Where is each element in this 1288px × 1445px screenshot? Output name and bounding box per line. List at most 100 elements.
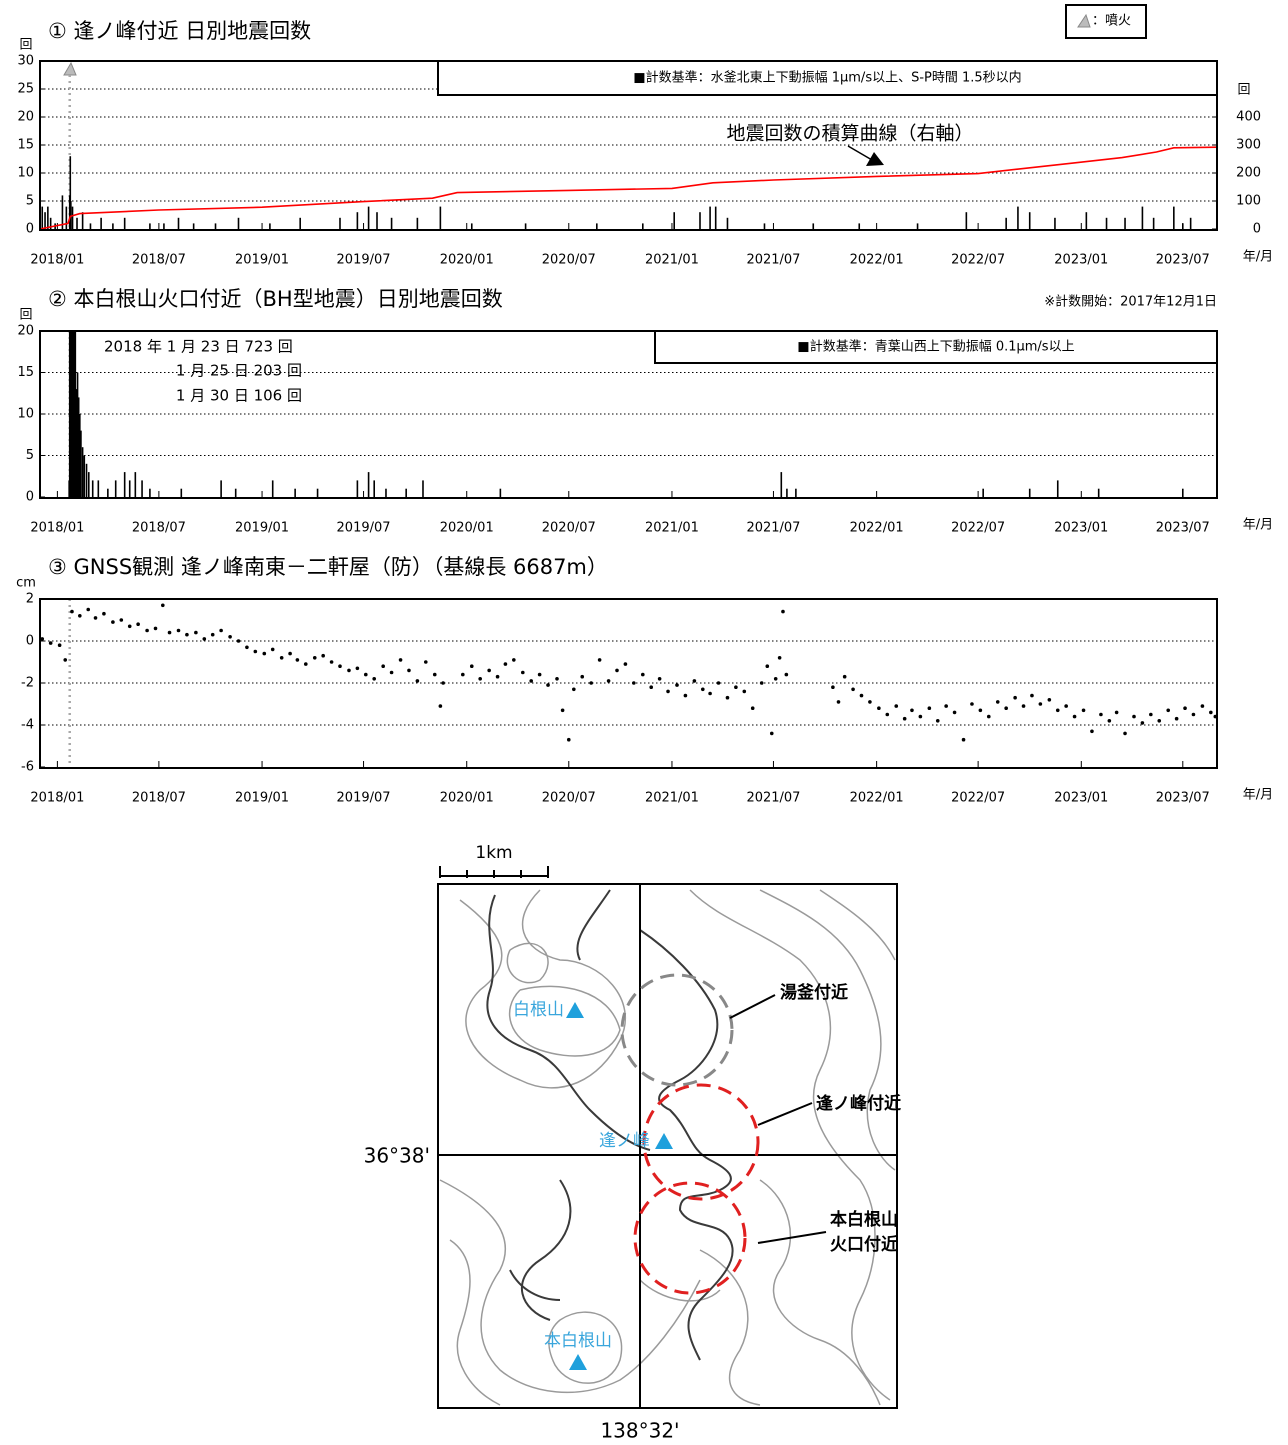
- bar: [373, 480, 376, 497]
- bar: [180, 488, 183, 497]
- x-tick-label: 2019/07: [337, 521, 391, 536]
- bar: [1124, 217, 1126, 229]
- bar: [1028, 212, 1031, 229]
- point: [1090, 729, 1094, 734]
- point: [355, 666, 360, 671]
- x-tick-label: 2020/01: [440, 521, 494, 536]
- point: [842, 674, 847, 679]
- bar: [134, 472, 137, 497]
- point: [750, 706, 755, 710]
- point: [288, 651, 292, 656]
- bar: [214, 223, 217, 229]
- criteria-box: [437, 60, 1218, 96]
- point: [520, 670, 525, 675]
- ridge-line: [639, 929, 734, 1361]
- ridge-line: [576, 889, 611, 961]
- annotation: 2018 年 1 月 23 日 723 回: [104, 338, 293, 356]
- point: [279, 656, 284, 660]
- point: [831, 685, 835, 689]
- legend-box: [1065, 4, 1147, 39]
- bar: [812, 223, 815, 229]
- point: [546, 683, 550, 687]
- point: [944, 704, 948, 708]
- point: [910, 708, 914, 713]
- bar: [41, 206, 44, 229]
- point: [40, 637, 45, 641]
- peak-marker: [655, 1133, 673, 1149]
- point: [773, 677, 778, 681]
- point: [398, 658, 403, 662]
- point: [885, 712, 890, 717]
- x-tick-label: 2021/01: [645, 521, 699, 536]
- map: 1km 白根山 逢ノ峰 本白根山 湯釜付近 逢ノ峰付近 本白根山 火口付近 36…: [364, 843, 901, 1443]
- point: [765, 664, 770, 668]
- x-tick-label: 2018/07: [132, 253, 186, 268]
- y-tick-label: 10: [17, 407, 34, 422]
- point: [961, 737, 966, 742]
- contour: [639, 1279, 721, 1302]
- point: [1021, 704, 1026, 708]
- legend: ：噴火: [1065, 4, 1147, 39]
- x-axis-unit: 年/月: [1243, 788, 1273, 803]
- arrow-head: [866, 152, 884, 166]
- point: [742, 689, 747, 694]
- bar: [780, 472, 783, 497]
- point: [734, 685, 738, 689]
- point: [495, 674, 500, 679]
- y-tick-label: 5: [26, 448, 34, 463]
- bar: [376, 212, 378, 229]
- point: [1123, 731, 1127, 736]
- bar: [709, 206, 711, 229]
- data-group: [40, 603, 1218, 742]
- bar: [91, 480, 94, 497]
- y-axis-unit: 回: [19, 308, 32, 323]
- point: [86, 607, 91, 612]
- bar: [107, 488, 109, 497]
- bar: [596, 223, 598, 229]
- bar: [123, 472, 126, 497]
- point: [935, 719, 940, 723]
- plot-frame: [39, 598, 1218, 769]
- point: [512, 658, 516, 662]
- leader-line: [757, 1231, 827, 1244]
- point: [438, 704, 443, 708]
- y2-tick-label: 0: [1253, 222, 1261, 237]
- point: [1064, 704, 1068, 708]
- area-label: 逢ノ峰付近: [816, 1093, 901, 1114]
- point: [877, 706, 881, 710]
- y-tick-label: -2: [21, 676, 34, 691]
- bar: [149, 488, 151, 497]
- point: [1174, 716, 1179, 721]
- bar: [80, 430, 82, 497]
- point: [102, 611, 106, 616]
- point: [623, 662, 628, 666]
- y2-tick-label: 200: [1236, 166, 1261, 181]
- annotation: 1 月 30 日 106 回: [176, 387, 302, 405]
- chart-title: ① 逢ノ峰付近 日別地震回数: [48, 19, 311, 43]
- bar: [1152, 217, 1155, 229]
- bar: [114, 480, 117, 497]
- bar: [123, 217, 126, 229]
- y2-tick-label: 400: [1236, 110, 1261, 125]
- point: [986, 714, 991, 719]
- bar: [390, 217, 393, 229]
- chart-title: ③ GNSS観測 逢ノ峰南東－二軒屋（防）（基線長 6687m）: [48, 555, 608, 579]
- x-tick-label: 2023/01: [1054, 253, 1108, 268]
- latitude-label: 36°38': [364, 1144, 430, 1168]
- scale-label: 1km: [475, 843, 512, 863]
- bar: [367, 206, 370, 229]
- bar: [416, 217, 419, 229]
- bar: [85, 463, 88, 497]
- contour: [699, 1249, 761, 1406]
- plot-frame: [39, 330, 1218, 499]
- bar: [699, 212, 701, 229]
- contour: [759, 1179, 881, 1406]
- bar: [1085, 212, 1088, 229]
- area-circle: [620, 973, 734, 1087]
- point: [1099, 712, 1103, 717]
- x-tick-label: 2022/07: [951, 253, 1005, 268]
- annotation-arrow: [847, 145, 873, 161]
- bar: [81, 212, 84, 229]
- bar: [100, 217, 102, 229]
- point: [194, 630, 198, 635]
